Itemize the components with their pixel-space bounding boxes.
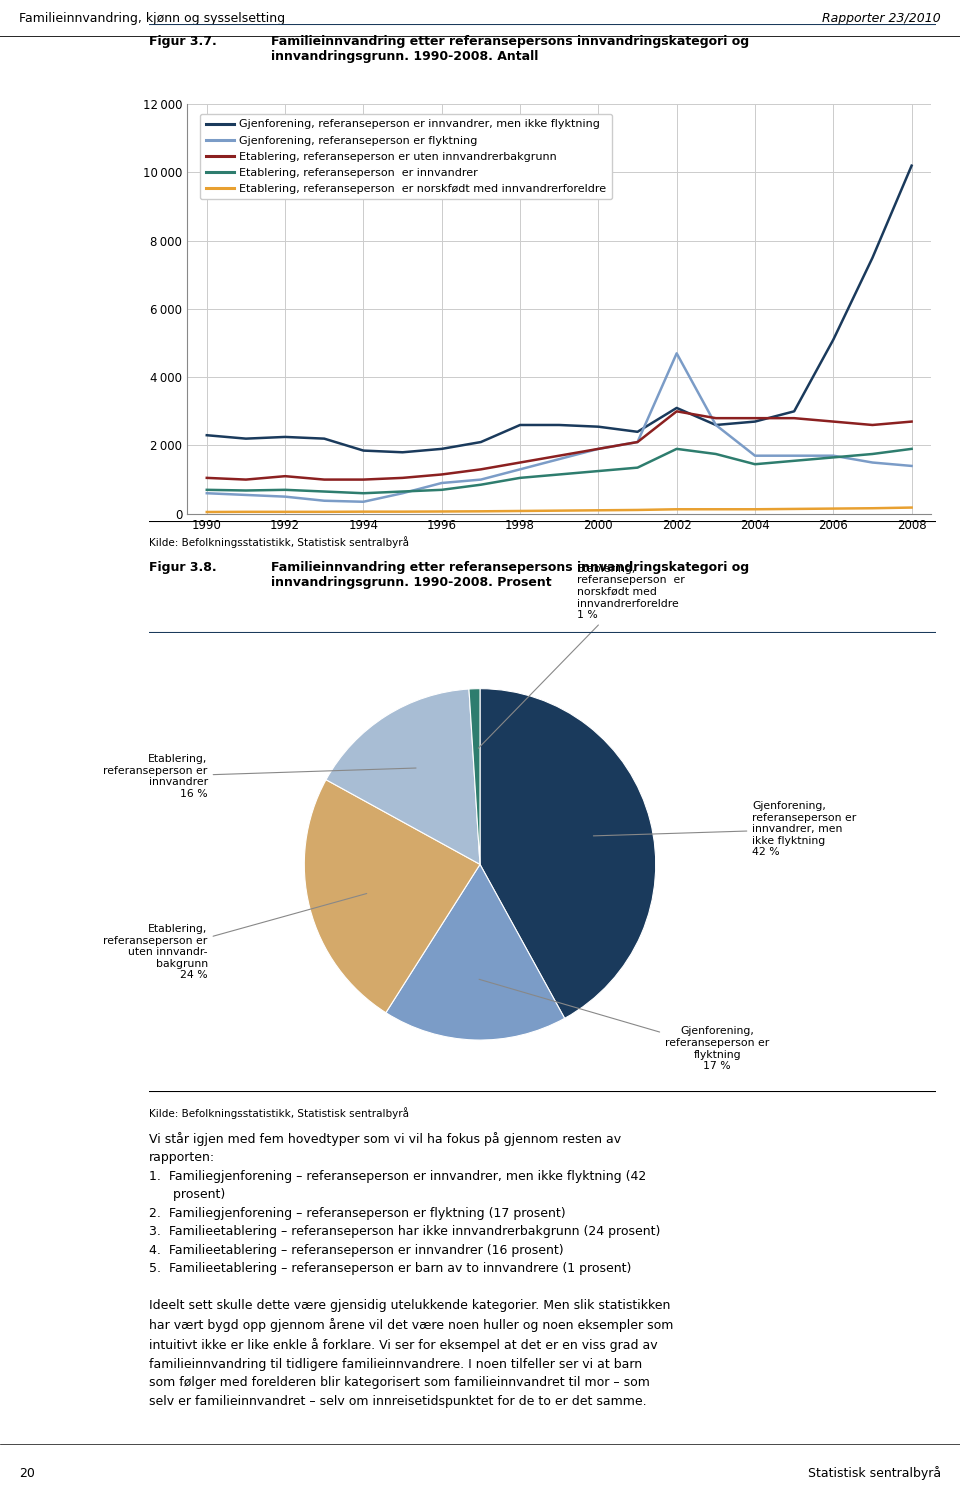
Text: 20: 20 — [19, 1467, 36, 1480]
Text: Etablering,
referanseperson er
uten innvandr-
bakgrunn
24 %: Etablering, referanseperson er uten innv… — [104, 893, 367, 980]
Wedge shape — [480, 688, 656, 1018]
Text: Gjenforening,
referanseperson er
flyktning
17 %: Gjenforening, referanseperson er flyktni… — [479, 980, 769, 1071]
Text: Etablering,
referanseperson er
innvandrer
16 %: Etablering, referanseperson er innvandre… — [104, 753, 416, 800]
Text: Familieinnvandring etter referansepersons innvandringskategori og
innvandringsgr: Familieinnvandring etter referanseperson… — [271, 34, 749, 63]
Text: Familieinnvandring etter referansepersons innvandringskategori og
innvandringsgr: Familieinnvandring etter referanseperson… — [271, 561, 749, 590]
Text: Gjenforening,
referanseperson er
innvandrer, men
ikke flyktning
42 %: Gjenforening, referanseperson er innvand… — [593, 801, 856, 858]
Wedge shape — [469, 688, 480, 864]
Text: Rapporter 23/2010: Rapporter 23/2010 — [822, 12, 941, 25]
Text: Statistisk sentralbyrå: Statistisk sentralbyrå — [807, 1467, 941, 1480]
Text: Figur 3.8.: Figur 3.8. — [149, 561, 216, 575]
Text: Kilde: Befolkningsstatistikk, Statistisk sentralbyrå: Kilde: Befolkningsstatistikk, Statistisk… — [149, 536, 409, 548]
Wedge shape — [386, 864, 564, 1039]
Wedge shape — [304, 780, 480, 1013]
Text: Etablering,
referanseperson  er
norskfødt med
innvandrerforeldre
1 %: Etablering, referanseperson er norskfødt… — [478, 564, 684, 749]
Legend: Gjenforening, referanseperson er innvandrer, men ikke flyktning, Gjenforening, r: Gjenforening, referanseperson er innvand… — [201, 113, 612, 200]
Text: Figur 3.7.: Figur 3.7. — [149, 34, 217, 48]
Text: Kilde: Befolkningsstatistikk, Statistisk sentralbyrå: Kilde: Befolkningsstatistikk, Statistisk… — [149, 1106, 409, 1118]
Text: Vi står igjen med fem hovedtyper som vi vil ha fokus på gjennom resten av
rappor: Vi står igjen med fem hovedtyper som vi … — [149, 1132, 673, 1407]
Text: Familieinnvandring, kjønn og sysselsetting: Familieinnvandring, kjønn og sysselsetti… — [19, 12, 285, 25]
Wedge shape — [326, 689, 480, 864]
